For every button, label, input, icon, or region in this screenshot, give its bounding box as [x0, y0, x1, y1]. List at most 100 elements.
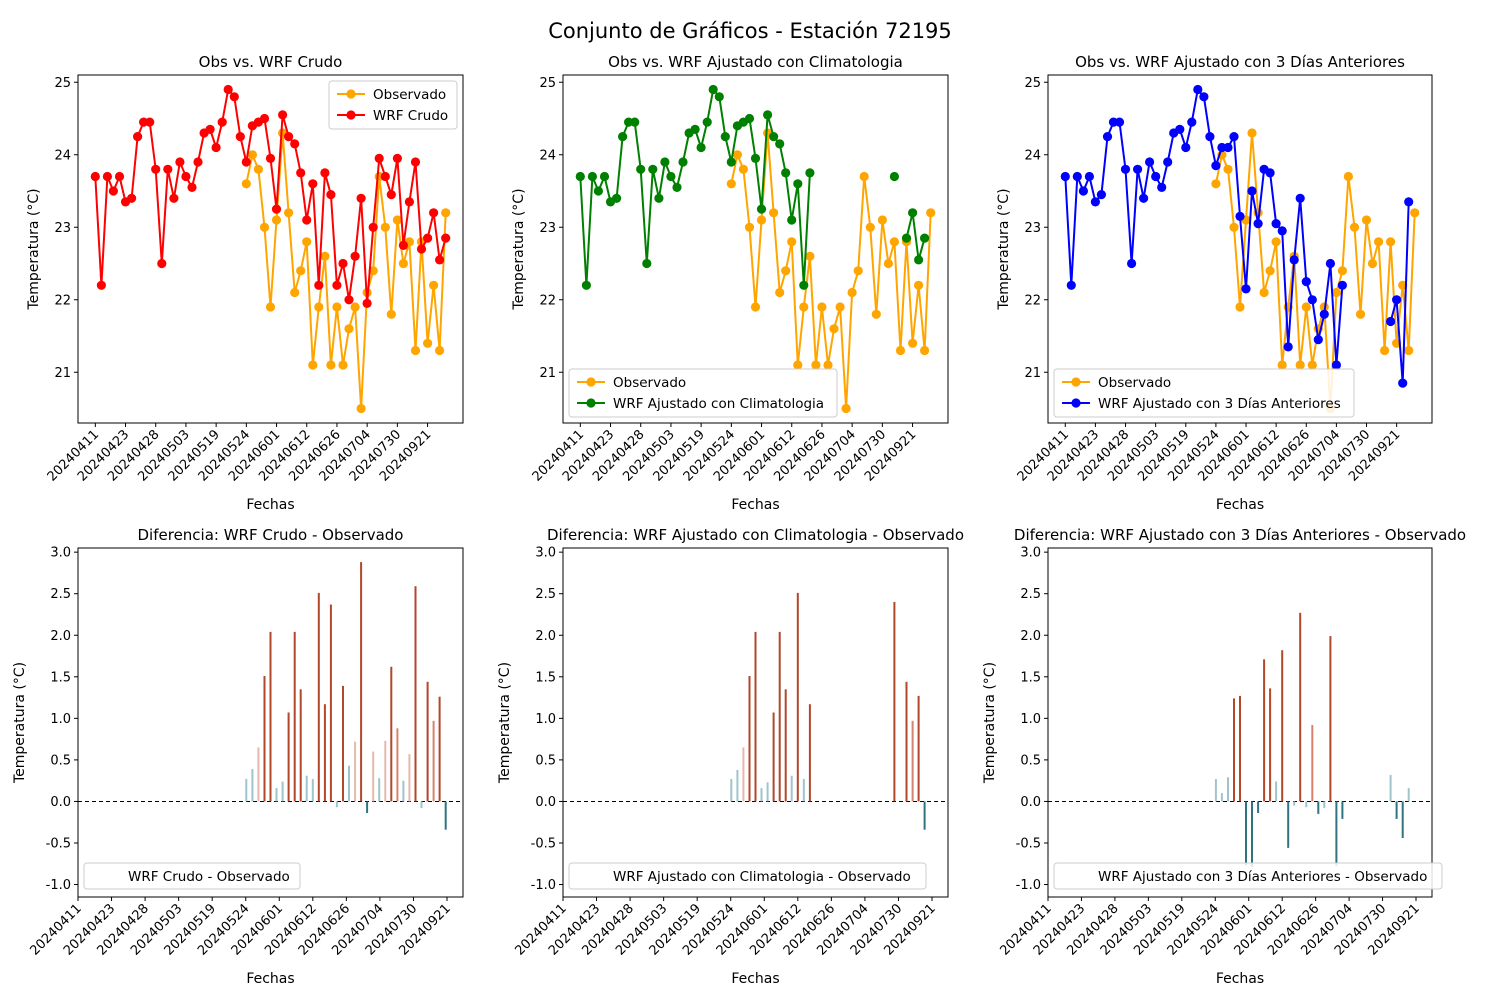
bar-series	[730, 592, 926, 830]
data-point	[575, 171, 585, 182]
y-tick-label: 3.0	[535, 546, 556, 561]
data-point	[599, 171, 610, 182]
figure-title: Conjunto de Gráficos - Estación 72195	[548, 19, 952, 43]
data-point	[865, 222, 875, 232]
data-point	[362, 298, 372, 308]
data-point	[175, 157, 185, 167]
data-point	[1139, 193, 1149, 203]
y-tick-label: 2.5	[535, 587, 556, 602]
bar	[778, 631, 781, 802]
x-axis-label: Fechas	[1216, 971, 1264, 987]
data-point	[666, 171, 676, 182]
data-point	[314, 280, 324, 290]
data-point	[265, 153, 276, 163]
data-point	[217, 117, 227, 127]
data-point	[253, 164, 263, 174]
bar	[1275, 781, 1278, 802]
y-tick-label: 22	[539, 293, 556, 308]
data-point	[380, 222, 390, 232]
data-point	[1102, 132, 1113, 142]
data-point	[914, 280, 924, 290]
bar	[257, 747, 260, 802]
data-point	[1301, 277, 1311, 287]
legend-box	[1053, 368, 1355, 418]
data-point	[1072, 171, 1082, 182]
data-point	[102, 171, 112, 182]
series-prev3	[1060, 84, 1414, 388]
data-point	[841, 403, 851, 414]
bar	[360, 562, 363, 802]
data-point	[151, 164, 161, 174]
data-point	[750, 302, 761, 312]
data-point	[793, 360, 803, 370]
data-point	[654, 193, 664, 203]
data-point	[871, 309, 881, 319]
data-point	[1355, 309, 1366, 319]
bar	[293, 631, 296, 802]
bar	[917, 695, 920, 802]
data-point	[302, 237, 312, 247]
data-point	[320, 168, 330, 178]
data-point	[296, 266, 306, 276]
data-point	[423, 338, 433, 348]
y-tick-label: 0.0	[1020, 795, 1041, 810]
data-point	[1271, 219, 1281, 229]
legend-marker	[346, 89, 356, 99]
data-point	[1337, 266, 1347, 276]
series-observed	[241, 128, 451, 414]
bar	[396, 728, 399, 802]
data-point	[1386, 237, 1396, 247]
data-point	[908, 338, 918, 348]
data-point	[593, 186, 604, 196]
data-point	[265, 302, 276, 312]
y-tick-label: 1.5	[1020, 670, 1041, 685]
bar	[1389, 774, 1392, 802]
bar	[444, 801, 447, 830]
data-point	[290, 139, 300, 149]
bar	[1269, 688, 1272, 802]
x-axis-label: Fechas	[731, 497, 779, 513]
data-point	[1392, 295, 1402, 305]
bar	[1401, 801, 1404, 838]
data-point	[1205, 132, 1215, 142]
data-point	[1374, 237, 1384, 247]
bar	[893, 602, 896, 802]
data-point	[678, 157, 688, 167]
data-point	[581, 280, 592, 290]
bar	[372, 751, 375, 802]
data-point	[920, 233, 930, 243]
data-point	[1404, 197, 1414, 207]
data-point	[441, 233, 451, 243]
bar	[772, 712, 775, 802]
data-point	[805, 168, 815, 178]
data-point	[1235, 211, 1245, 221]
data-point	[1060, 171, 1070, 182]
data-point	[187, 182, 197, 192]
bar	[1214, 779, 1217, 802]
bar	[1233, 698, 1235, 802]
data-point	[920, 345, 930, 356]
data-point	[889, 171, 900, 182]
y-tick-label: 0.5	[535, 753, 556, 768]
data-point	[769, 132, 779, 142]
legend-label: WRF Ajustado con 3 Días Anteriores	[1098, 396, 1341, 412]
data-point	[908, 208, 918, 218]
data-point	[271, 215, 282, 225]
y-tick-label: 2.0	[1020, 629, 1041, 644]
legend-label: Observado	[373, 87, 446, 103]
legend-marker	[1071, 377, 1081, 387]
legend-label: WRF Crudo	[373, 108, 448, 124]
y-tick-label: 25	[539, 76, 556, 91]
legend-label: Observado	[1098, 375, 1171, 391]
y-axis-label: Temperatura (°C)	[511, 188, 527, 310]
data-point	[1331, 360, 1341, 370]
data-point	[817, 302, 827, 312]
bar	[796, 592, 799, 802]
data-point	[338, 258, 348, 269]
data-point	[1120, 164, 1131, 174]
y-tick-label: 2.5	[1020, 587, 1041, 602]
data-point	[1319, 309, 1329, 319]
data-point	[726, 179, 736, 189]
x-axis-label: Fechas	[246, 971, 294, 987]
data-point	[1295, 360, 1305, 370]
